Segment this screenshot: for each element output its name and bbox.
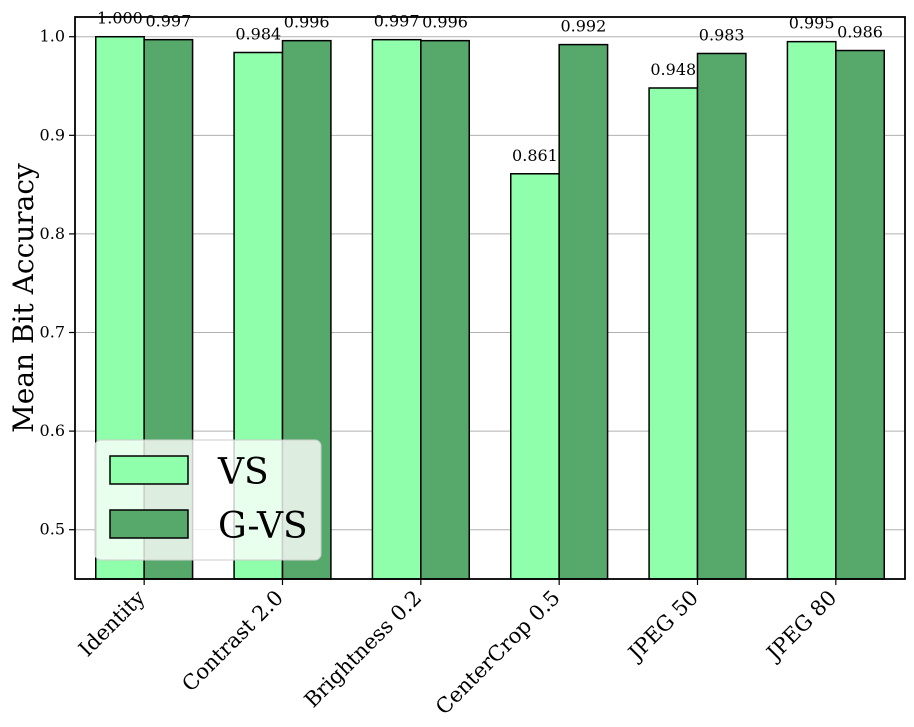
y-tick-label: 0.8 (40, 224, 65, 243)
bar-g-vs-brightness-0-2 (420, 39, 471, 580)
plot-frame (74, 16, 906, 580)
data-label-g-vs-contrast-2-0: 0.996 (284, 13, 330, 32)
data-label-vs-brightness-0-2: 0.997 (374, 12, 420, 31)
y-tick-label: 0.9 (40, 125, 65, 144)
x-axis-ticks: Identity Contrast 2.0 Brightness 0.2 Center… (74, 579, 841, 719)
legend-swatch-vs (109, 455, 189, 485)
legend-label-vs: VS (217, 452, 269, 493)
x-tick-label-contrast-2-0: Contrast 2.0 (177, 586, 288, 697)
data-label-vs-jpeg-80: 0.995 (789, 14, 835, 33)
bar-vs-jpeg-80 (786, 40, 837, 580)
x-tick-label-identity: Identity (74, 585, 150, 661)
x-tick-label-jpeg-50: JPEG 50 (622, 586, 703, 667)
legend-swatch-g-vs (109, 509, 189, 539)
data-label-g-vs-brightness-0-2: 0.996 (422, 13, 468, 32)
y-axis-label: Mean Bit Accuracy (7, 163, 40, 433)
data-label-g-vs-jpeg-50: 0.983 (699, 25, 745, 44)
legend: VS G-VS (94, 439, 322, 561)
x-tick-label-brightness-0-2: Brightness 0.2 (300, 586, 427, 713)
data-label-vs-contrast-2-0: 0.984 (235, 24, 281, 43)
bar-g-vs-centercrop-0-5 (558, 43, 609, 580)
y-tick-label: 0.5 (40, 520, 65, 539)
data-label-g-vs-identity: 0.997 (145, 12, 191, 31)
bar-vs-centercrop-0-5 (510, 173, 560, 580)
bar-g-vs-jpeg-50 (696, 52, 747, 580)
grid-lines (75, 36, 905, 531)
data-label-vs-identity: 1.000 (97, 9, 143, 28)
x-tick-label-centercrop-0-5: CenterCrop 0.5 (431, 586, 565, 720)
data-label-vs-jpeg-50: 0.948 (650, 60, 696, 79)
x-tick-label-jpeg-80: JPEG 80 (761, 586, 842, 667)
y-tick-label: 0.6 (40, 421, 65, 440)
data-label-vs-centercrop-0-5: 0.861 (512, 146, 558, 165)
legend-label-g-vs: G-VS (218, 506, 308, 547)
y-tick-label: 0.7 (40, 323, 65, 342)
bar-vs-brightness-0-2 (371, 38, 422, 580)
data-label-g-vs-jpeg-80: 0.986 (837, 23, 883, 42)
bar-g-vs-jpeg-80 (835, 49, 885, 580)
y-axis-ticks: 0.5 0.6 0.7 0.8 0.9 1.0 (40, 27, 75, 539)
data-label-g-vs-centercrop-0-5: 0.992 (560, 17, 606, 36)
bar-vs-jpeg-50 (648, 87, 699, 580)
y-tick-label: 1.0 (40, 27, 65, 46)
